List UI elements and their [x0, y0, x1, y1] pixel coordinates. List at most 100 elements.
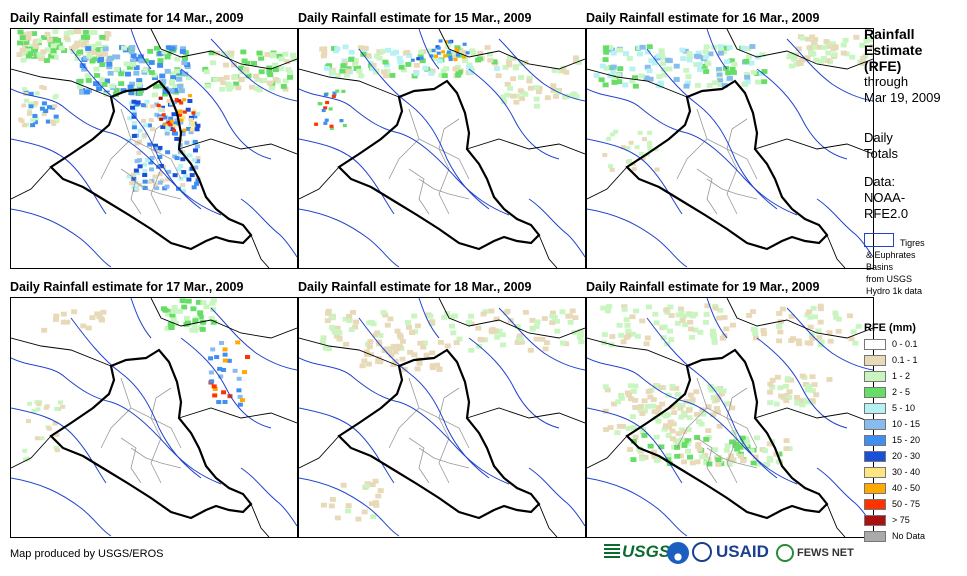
rainfall-cell: [618, 332, 625, 338]
legend-title: RFE (mm): [864, 322, 916, 334]
rainfall-cell: [493, 316, 500, 322]
rainfall-cell: [636, 45, 643, 51]
basin-river-line: [498, 38, 585, 102]
rainfall-cell: [630, 331, 637, 337]
rainfall-cell: [572, 55, 579, 61]
rainfall-cell: [732, 441, 739, 447]
rainfall-cell: [625, 425, 632, 431]
rainfall-cell: [824, 58, 831, 63]
rainfall-cell: [809, 398, 816, 403]
rainfall-cell: [675, 312, 682, 318]
rainfall-cell: [169, 312, 176, 318]
rainfall-cell: [142, 168, 148, 173]
rainfall-cell: [593, 73, 600, 78]
rainfall-cell: [334, 515, 341, 521]
rainfall-cell: [179, 118, 184, 122]
rainfall-cell: [660, 335, 667, 341]
rainfall-cell: [869, 44, 873, 49]
rainfall-cell: [184, 140, 190, 145]
rainfall-cell: [604, 308, 611, 314]
rainfall-cell: [380, 310, 387, 315]
country-border: [826, 234, 846, 268]
basin-river-line: [70, 48, 202, 210]
legend-label: 10 - 15: [892, 419, 921, 429]
rainfall-cell: [775, 459, 782, 465]
rainfall-cell: [341, 89, 346, 93]
rainfall-cell: [174, 136, 180, 141]
rainfall-cell: [571, 91, 578, 97]
basin-line-1: Tigres: [900, 238, 925, 248]
basin-river-line: [11, 208, 112, 268]
rainfall-cell: [164, 325, 171, 331]
rainfall-cell: [86, 53, 93, 59]
rainfall-cell: [603, 427, 610, 432]
rainfall-cell: [77, 78, 84, 84]
rainfall-cell: [89, 315, 96, 321]
country-border: [250, 234, 270, 268]
rainfall-cell: [506, 58, 513, 64]
rainfall-cell: [157, 62, 164, 68]
rainfall-cell: [113, 87, 120, 93]
rainfall-cell: [791, 56, 798, 62]
rainfall-cell: [192, 318, 199, 324]
rainfall-cell: [506, 85, 513, 91]
country-border: [438, 298, 585, 339]
basin-river-line: [587, 407, 683, 484]
rainfall-cell: [245, 355, 251, 360]
rainfall-cell: [195, 123, 201, 128]
rainfall-cell: [41, 327, 48, 333]
rainfall-cell: [639, 44, 646, 50]
rainfall-cell: [112, 54, 119, 60]
rainfall-cell: [661, 72, 668, 78]
rainfall-cell: [786, 446, 793, 451]
rainfall-cell: [796, 341, 803, 347]
rainfall-cell: [167, 321, 174, 327]
rainfall-cell: [361, 49, 368, 55]
rainfall-cell: [27, 51, 34, 57]
rainfall-cell: [174, 156, 180, 161]
rainfall-cell: [220, 80, 227, 86]
rainfall-cell: [716, 423, 723, 429]
rainfall-cell: [462, 55, 467, 59]
rainfall-cell: [501, 99, 508, 105]
rainfall-cell: [192, 148, 198, 153]
rainfall-cell: [162, 307, 169, 313]
rainfall-cell: [610, 50, 617, 56]
admin-boundary: [408, 377, 450, 439]
rainfall-cell: [343, 341, 350, 347]
rainfall-cell: [629, 314, 636, 320]
rainfall-cell: [453, 57, 458, 62]
rainfall-cell: [149, 178, 155, 183]
rainfall-cell: [176, 308, 183, 314]
rainfall-cell: [454, 47, 459, 51]
rainfall-cell: [192, 109, 197, 113]
rainfall-cell: [533, 96, 540, 102]
rainfall-cell: [43, 109, 49, 114]
rainfall-cell: [20, 57, 27, 63]
rainfall-cell: [258, 55, 265, 61]
rainfall-cell: [573, 93, 580, 99]
rainfall-cell: [680, 429, 687, 434]
rainfall-cell: [416, 57, 421, 61]
rainfall-cell: [384, 322, 391, 328]
rainfall-cell: [240, 49, 247, 55]
country-border: [754, 138, 873, 155]
legend-swatch: [864, 531, 886, 542]
rainfall-cell: [611, 80, 618, 85]
rainfall-cell: [239, 398, 245, 403]
rainfall-cell: [727, 453, 734, 459]
rainfall-cell: [502, 64, 509, 70]
rainfall-cell: [706, 82, 713, 88]
rainfall-cell: [427, 313, 434, 319]
rainfall-cell: [816, 335, 823, 340]
rainfall-cell: [165, 150, 171, 155]
legend-swatch: [864, 483, 886, 494]
rainfall-cell: [272, 67, 279, 72]
rainfall-cell: [180, 132, 186, 137]
rainfall-cell: [507, 55, 514, 61]
rainfall-cell: [147, 142, 153, 147]
rainfall-cell: [429, 350, 436, 356]
rainfall-cell: [437, 58, 444, 64]
rainfall-cell: [80, 323, 87, 329]
rainfall-cell: [363, 349, 370, 355]
